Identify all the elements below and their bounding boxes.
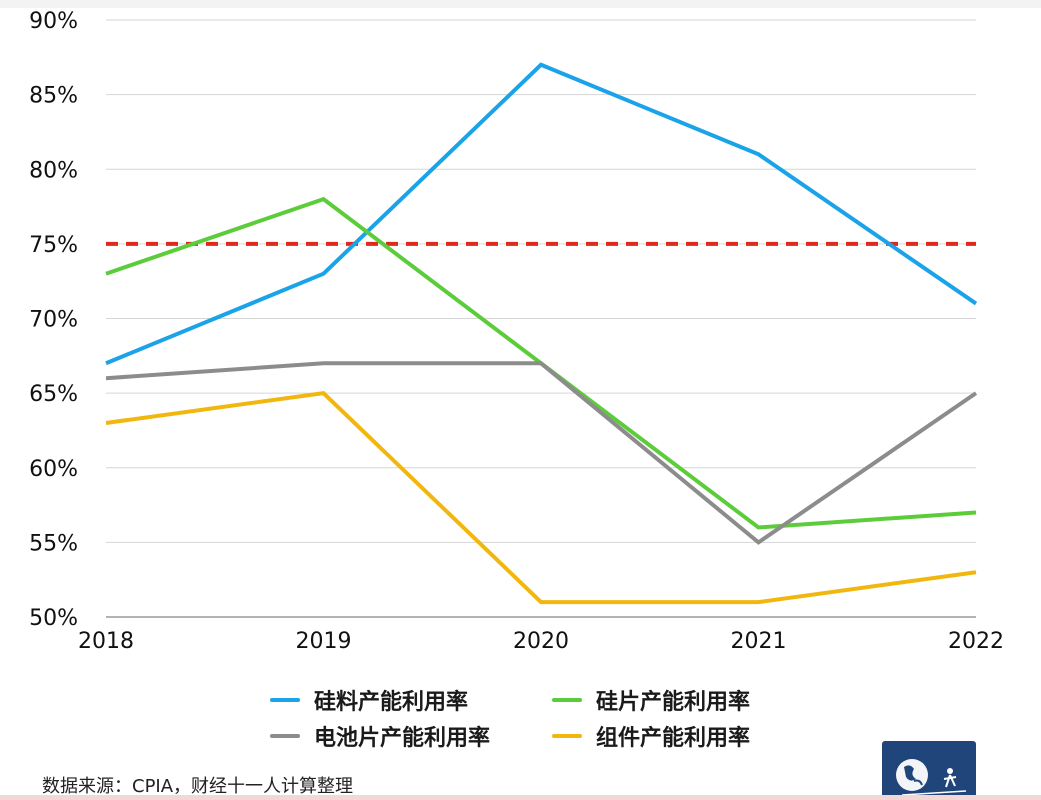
x-tick-label-2022: 2022 [948,629,1004,654]
y-tick-label-0: 50% [29,606,78,631]
y-tick-label-4: 70% [29,308,78,333]
legend-label-cell: 电池片产能利用率 [314,726,491,751]
x-tick-label-2021: 2021 [731,629,787,654]
legend-label-module: 组件产能利用率 [596,726,751,751]
y-tick-label-5: 75% [29,233,78,258]
globe-icon [896,759,967,796]
y-tick-label-7: 85% [29,84,78,109]
legend-swatch-module [552,734,582,738]
x-tick-label-2020: 2020 [513,629,569,654]
y-tick-label-2: 60% [29,457,78,482]
legend-swatch-wafer [552,698,582,702]
y-tick-label-6: 80% [29,158,78,183]
y-tick-label-8: 90% [29,9,78,34]
legend-item-wafer: 硅片产能利用率 [552,680,750,720]
y-tick-label-3: 65% [29,382,78,407]
legend-swatch-cell [270,734,300,738]
legend: 硅料产能利用率 硅片产能利用率 电池片产能利用率 组件产能利用率 [270,680,830,770]
legend-label-wafer: 硅片产能利用率 [596,690,751,715]
legend-item-silicon-material: 硅料产能利用率 [270,680,468,720]
line-chart: 50% 55% 60% 65% 70% 75% 80% 85% 90% 2018 2019 2020 2… [29,9,1004,654]
legend-item-cell: 电池片产能利用率 [270,716,490,756]
legend-item-module: 组件产能利用率 [552,716,750,756]
publisher-logo [882,741,976,800]
x-tick-label-2018: 2018 [78,629,134,654]
legend-swatch-silicon-material [270,698,300,702]
y-tick-label-1: 55% [29,531,78,556]
legend-label-silicon-material: 硅料产能利用率 [314,690,469,715]
x-tick-label-2019: 2019 [296,629,352,654]
bottom-band [0,795,1041,800]
series-module-line [105,391,977,605]
source-note: 数据来源：CPIA，财经十一人计算整理 [42,776,354,797]
series-cell-line [105,361,978,545]
top-band [0,0,1041,8]
